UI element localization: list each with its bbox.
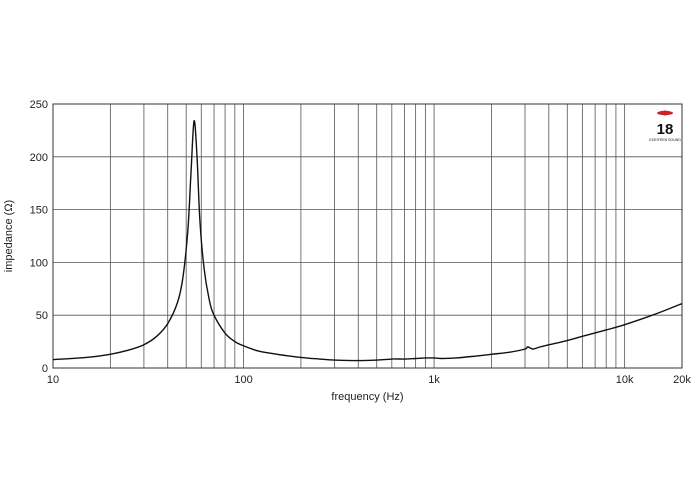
- x-axis-label: frequency (Hz): [331, 391, 403, 403]
- x-tick-label: 10k: [616, 374, 634, 386]
- logo-text: 18: [657, 121, 674, 138]
- brand-logo-icon: 18 EIGHTEEN SOUND: [649, 110, 681, 142]
- y-tick-label: 150: [30, 205, 48, 217]
- x-tick-label: 20k: [673, 374, 691, 386]
- x-tick-label: 1k: [428, 374, 440, 386]
- y-axis-label: impedance (Ω): [3, 200, 15, 272]
- series-line-impedance: [52, 120, 683, 362]
- y-tick-label: 200: [30, 152, 48, 164]
- logo-subtext: EIGHTEEN SOUND: [649, 138, 681, 142]
- plot-frame: [52, 103, 683, 369]
- y-tick-label: 250: [30, 99, 48, 111]
- tick-labels: 0 50 100 150 200 250 10 100 1k 10k 20k: [30, 99, 692, 386]
- grid-lines: [53, 104, 682, 368]
- x-tick-label: 10: [47, 374, 59, 386]
- y-tick-label: 100: [30, 257, 48, 269]
- y-tick-label: 0: [42, 363, 48, 375]
- y-tick-label: 50: [36, 310, 48, 322]
- series-layer: [52, 120, 683, 362]
- x-tick-label: 100: [234, 374, 252, 386]
